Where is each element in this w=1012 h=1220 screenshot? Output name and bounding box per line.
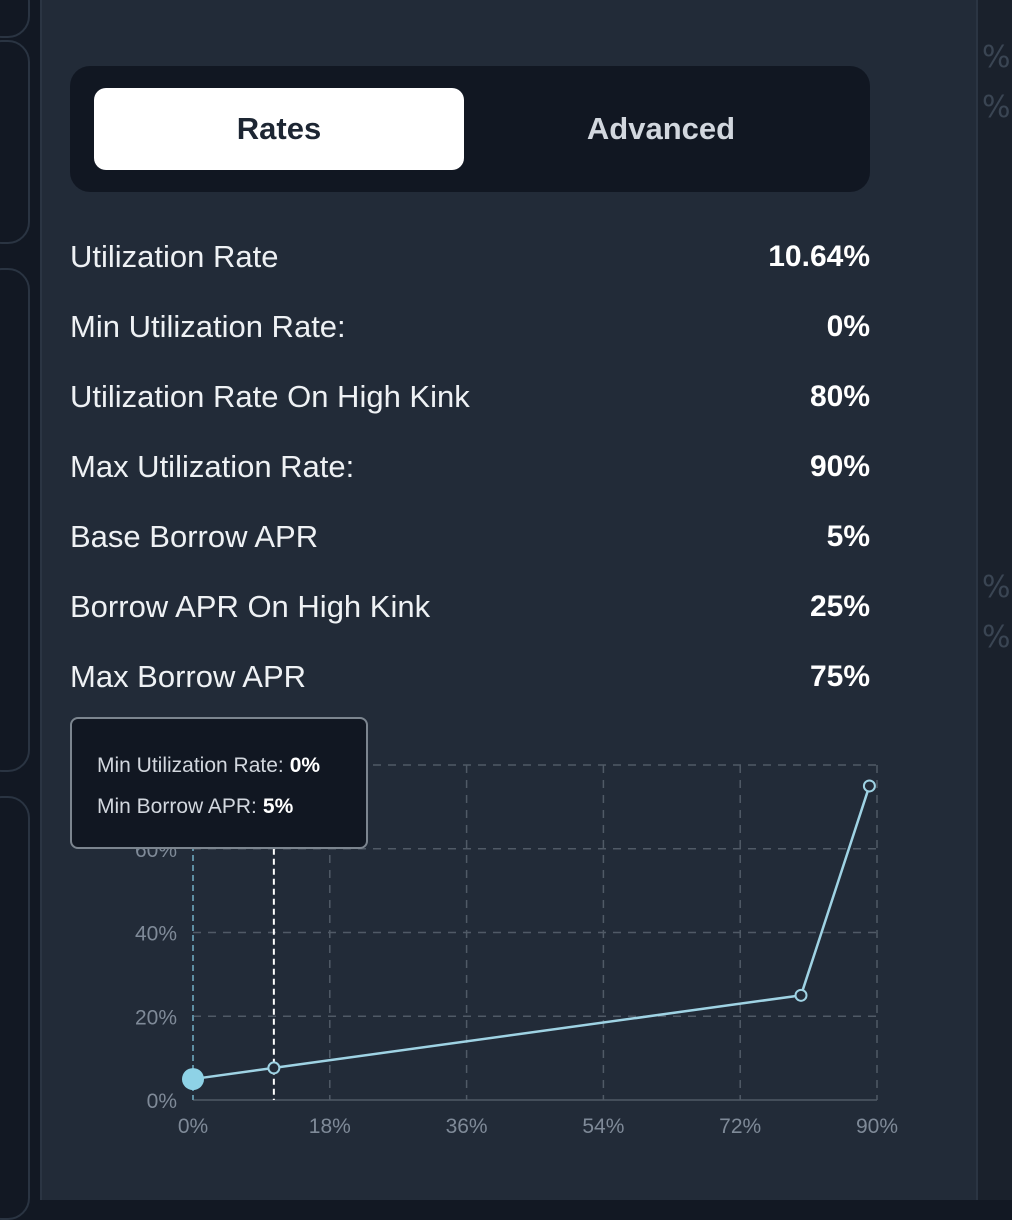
stat-value: 0% [826,310,870,343]
chart-tooltip: Min Utilization Rate: 0% Min Borrow APR: 5… [70,717,368,849]
stat-label: Utilization Rate On High Kink [70,379,470,414]
x-tick-label: 18% [309,1115,351,1138]
rates-panel [40,0,978,1200]
y-tick-label: 40% [135,923,177,946]
stat-row-max-borrow-apr: Max Borrow APR 75% [70,642,870,712]
x-tick-label: 72% [719,1115,761,1138]
stat-row-min-utilization-rate: Min Utilization Rate: 0% [70,292,870,362]
stat-value: 80% [809,380,870,413]
stat-value: 25% [809,590,870,623]
data-point [794,988,808,1002]
tooltip-min-utilization: Min Utilization Rate: 0% [97,754,320,778]
tab-advanced[interactable]: Advanced [586,111,736,146]
y-tick-label: 20% [135,1006,177,1029]
stat-label: Max Borrow APR [70,659,307,694]
stat-value: 10.64% [768,240,870,273]
background-glyph: % [982,90,1011,125]
stat-label: Base Borrow APR [70,519,319,554]
tooltip-label: Min Borrow APR: [97,795,257,818]
x-tick-label: 0% [178,1115,208,1138]
borrow-apr-line [192,785,871,1081]
y-tick-label: 0% [147,1090,177,1113]
tooltip-label: Min Utilization Rate: [97,754,284,777]
stat-row-max-utilization-rate: Max Utilization Rate: 90% [70,432,870,502]
stat-label: Borrow APR On High Kink [70,589,431,624]
stat-row-borrow-apr-high-kink: Borrow APR On High Kink 25% [70,572,870,642]
tooltip-value: 5% [262,795,294,818]
stat-row-utilization-rate: Utilization Rate 10.64% [70,222,870,292]
x-tick-label: 90% [856,1115,898,1138]
tab-bar: Rates Advanced [70,66,870,192]
background-side-column: % % % % [978,0,1012,1200]
background-glyph: % [982,40,1011,75]
x-tick-label: 54% [582,1115,624,1138]
stat-row-base-borrow-apr: Base Borrow APR 5% [70,502,870,572]
stat-label: Max Utilization Rate: [70,449,355,484]
background-glyph: % [982,570,1011,605]
stat-value: 75% [809,660,870,693]
tooltip-value: 0% [289,754,321,777]
stat-label: Min Utilization Rate: [70,309,346,344]
data-point [267,1061,281,1075]
background-glyph: % [982,620,1011,655]
active-point [182,1068,204,1091]
tab-rates[interactable]: Rates [94,88,464,170]
data-point [862,779,876,793]
stat-row-utilization-high-kink: Utilization Rate On High Kink 80% [70,362,870,432]
x-tick-label: 36% [446,1115,488,1138]
stat-value: 90% [809,450,870,483]
tooltip-min-borrow-apr: Min Borrow APR: 5% [97,795,293,819]
rate-stats-list: Utilization Rate 10.64% Min Utilization … [70,222,870,712]
stat-label: Utilization Rate [70,239,279,274]
stat-value: 5% [826,520,870,553]
